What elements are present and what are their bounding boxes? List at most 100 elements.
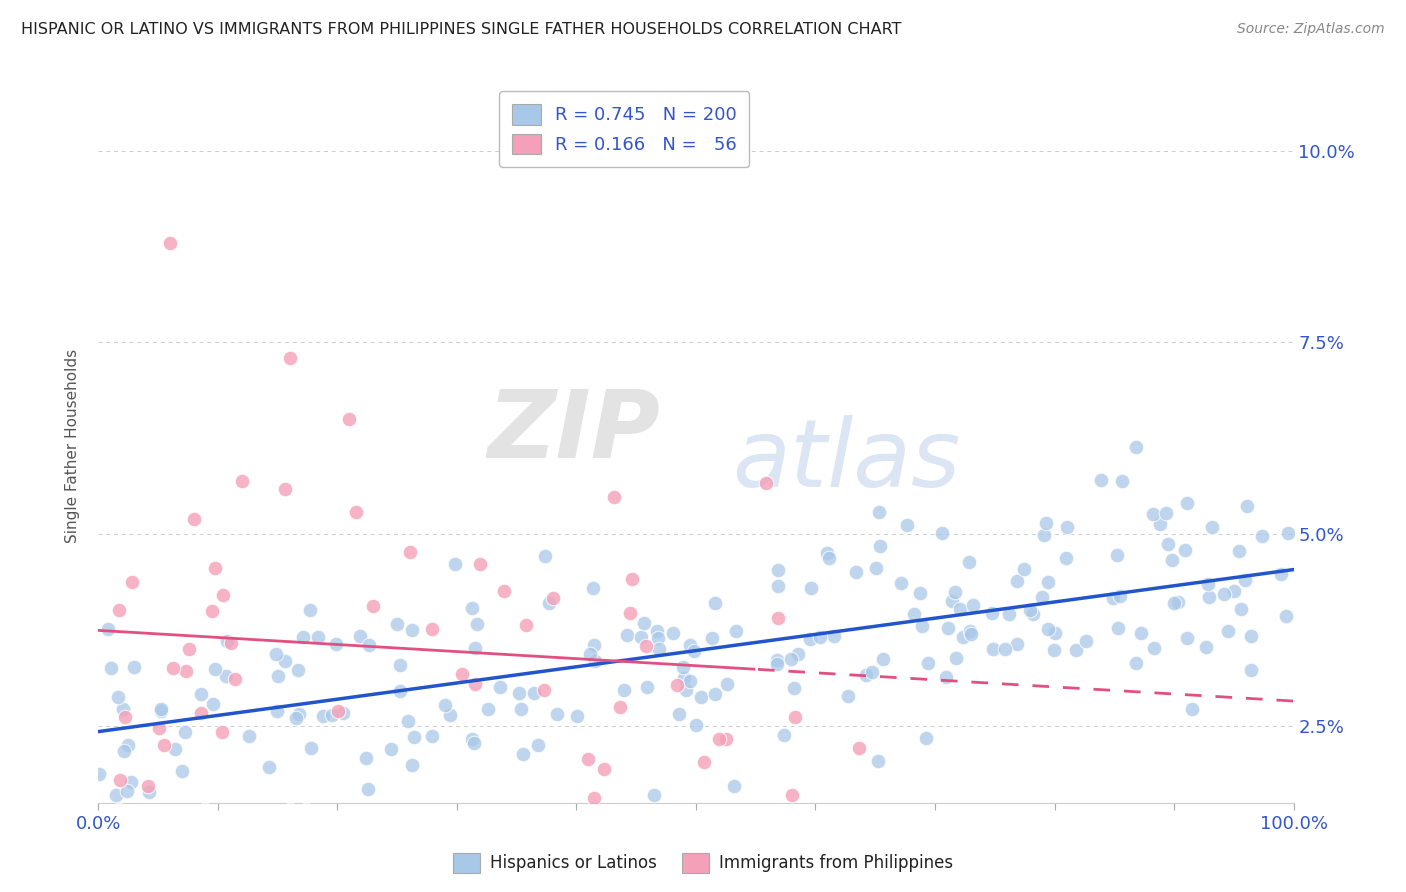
- Point: [420, 623, 443, 637]
- Point: [1250, 529, 1272, 543]
- Point: [949, 601, 972, 615]
- Point: [389, 684, 412, 698]
- Point: [868, 505, 890, 519]
- Point: [468, 557, 491, 571]
- Point: [295, 804, 318, 818]
- Point: [105, 788, 128, 802]
- Point: [1125, 440, 1147, 454]
- Point: [1054, 551, 1077, 566]
- Point: [325, 637, 347, 651]
- Point: [439, 708, 461, 723]
- Point: [162, 661, 184, 675]
- Point: [645, 624, 668, 639]
- Point: [672, 660, 695, 674]
- Point: [344, 505, 367, 519]
- Point: [100, 661, 122, 675]
- Point: [1197, 577, 1219, 591]
- Point: [115, 783, 138, 797]
- Point: [489, 681, 512, 695]
- Point: [1218, 624, 1240, 639]
- Point: [114, 710, 136, 724]
- Point: [231, 474, 253, 488]
- Point: [108, 773, 131, 788]
- Point: [952, 630, 974, 644]
- Point: [361, 599, 384, 613]
- Point: [945, 650, 967, 665]
- Point: [219, 636, 242, 650]
- Point: [121, 574, 143, 589]
- Point: [1043, 643, 1066, 657]
- Text: Source: ZipAtlas.com: Source: ZipAtlas.com: [1237, 22, 1385, 37]
- Point: [267, 668, 290, 682]
- Point: [190, 687, 212, 701]
- Point: [1036, 622, 1059, 636]
- Point: [190, 706, 212, 721]
- Point: [546, 707, 568, 722]
- Point: [675, 683, 697, 698]
- Point: [404, 731, 426, 745]
- Point: [401, 758, 423, 772]
- Point: [636, 640, 658, 654]
- Point: [451, 667, 474, 681]
- Point: [149, 702, 172, 716]
- Point: [1032, 528, 1054, 542]
- Point: [1107, 549, 1129, 563]
- Point: [1035, 516, 1057, 530]
- Point: [202, 697, 225, 711]
- Point: [1157, 537, 1180, 551]
- Point: [890, 575, 912, 590]
- Point: [111, 702, 134, 716]
- Point: [957, 555, 980, 569]
- Point: [1167, 595, 1189, 609]
- Point: [808, 631, 831, 645]
- Point: [136, 779, 159, 793]
- Point: [1154, 506, 1177, 520]
- Point: [339, 412, 361, 426]
- Point: [401, 623, 423, 637]
- Point: [786, 647, 808, 661]
- Point: [399, 545, 422, 559]
- Point: [582, 581, 605, 595]
- Point: [941, 594, 963, 608]
- Point: [1163, 596, 1185, 610]
- Point: [666, 678, 689, 692]
- Point: [1142, 507, 1164, 521]
- Point: [823, 629, 845, 643]
- Point: [461, 732, 484, 747]
- Point: [526, 738, 548, 752]
- Point: [661, 626, 683, 640]
- Point: [1275, 608, 1298, 623]
- Point: [700, 632, 723, 646]
- Point: [138, 784, 160, 798]
- Text: atlas: atlas: [733, 415, 960, 506]
- Point: [112, 744, 135, 758]
- Point: [215, 633, 238, 648]
- Point: [288, 706, 311, 721]
- Point: [148, 721, 170, 735]
- Point: [299, 741, 322, 756]
- Point: [177, 642, 200, 657]
- Point: [693, 755, 716, 769]
- Point: [1022, 607, 1045, 622]
- Point: [357, 782, 380, 797]
- Point: [541, 591, 564, 605]
- Point: [214, 668, 236, 682]
- Point: [755, 475, 778, 490]
- Point: [1101, 591, 1123, 605]
- Point: [444, 557, 467, 571]
- Point: [120, 774, 142, 789]
- Point: [981, 607, 1004, 621]
- Point: [845, 565, 868, 579]
- Point: [935, 670, 957, 684]
- Point: [780, 652, 803, 666]
- Point: [204, 561, 226, 575]
- Point: [685, 718, 707, 732]
- Point: [1160, 552, 1182, 566]
- Point: [896, 518, 918, 533]
- Point: [278, 351, 301, 365]
- Point: [619, 607, 641, 621]
- Point: [1111, 474, 1133, 488]
- Point: [609, 699, 631, 714]
- Point: [837, 689, 859, 703]
- Point: [1229, 543, 1251, 558]
